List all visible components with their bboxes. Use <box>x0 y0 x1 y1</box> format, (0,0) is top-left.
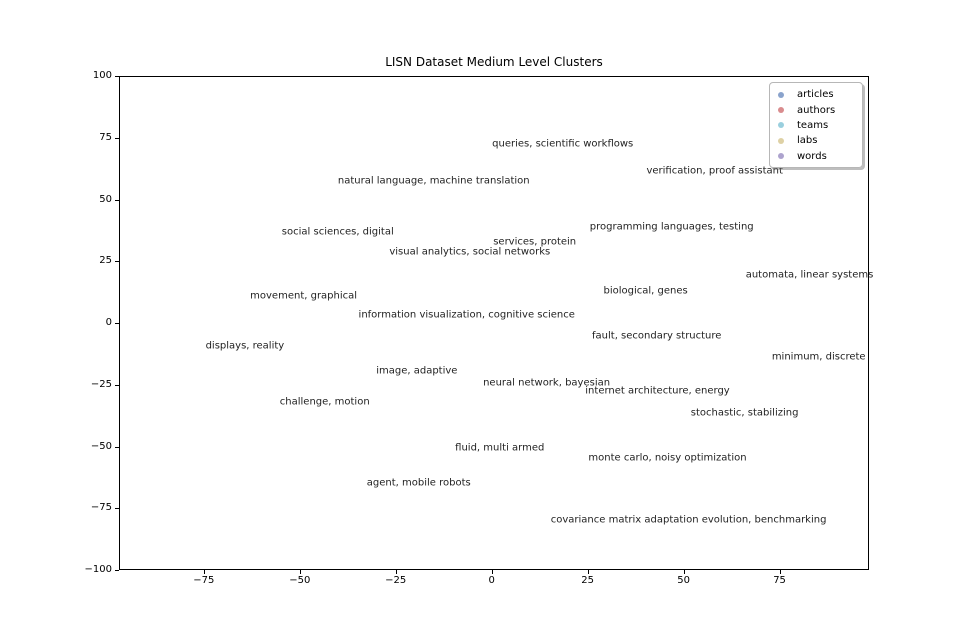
x-axis-tick <box>299 570 301 574</box>
x-tick-label: −25 <box>385 575 407 586</box>
y-axis-tick <box>115 261 119 263</box>
legend-box: articles authors teams labs words <box>769 82 863 168</box>
legend-label: articles <box>797 89 834 101</box>
x-axis-tick <box>491 570 493 574</box>
y-tick-label: −100 <box>84 564 112 575</box>
legend-label: authors <box>797 104 836 116</box>
legend-item-labs: labs <box>770 133 862 148</box>
y-tick-label: 75 <box>99 131 112 143</box>
y-axis-tick <box>115 199 119 201</box>
x-axis-tick <box>395 570 397 574</box>
y-axis-tick <box>115 323 119 324</box>
x-axis-tick <box>683 570 685 574</box>
y-tick-label: 0 <box>105 317 112 328</box>
y-tick-label: −50 <box>90 440 112 452</box>
legend-label: teams <box>797 119 829 131</box>
y-tick-label: −25 <box>90 378 112 390</box>
plot-frame <box>119 76 869 570</box>
y-tick-label: 25 <box>99 255 112 267</box>
chart-title: LISN Dataset Medium Level Clusters <box>385 55 603 69</box>
x-axis-tick <box>587 570 589 574</box>
y-axis-tick <box>115 446 119 448</box>
y-axis-tick <box>115 384 119 386</box>
legend-item-teams: teams <box>770 118 862 133</box>
legend-item-words: words <box>770 149 862 164</box>
legend-item-articles: articles <box>770 87 862 102</box>
x-tick-label: 0 <box>488 575 495 586</box>
x-tick-label: 50 <box>677 575 690 586</box>
x-tick-label: 75 <box>773 575 786 586</box>
labs-marker-icon <box>778 137 784 144</box>
y-tick-label: −75 <box>90 502 112 514</box>
legend-item-authors: authors <box>770 102 862 117</box>
x-axis-tick <box>203 570 205 574</box>
y-axis-tick <box>115 137 119 139</box>
x-tick-label: −50 <box>289 575 311 586</box>
legend-label: labs <box>797 135 818 147</box>
x-axis-tick <box>779 570 781 574</box>
y-tick-label: 100 <box>92 70 112 81</box>
teams-marker-icon <box>778 122 784 129</box>
y-axis-tick <box>115 570 119 571</box>
words-marker-icon <box>778 153 784 160</box>
y-tick-label: 50 <box>99 193 112 205</box>
authors-marker-icon <box>778 107 784 114</box>
x-tick-label: −75 <box>193 575 215 586</box>
legend-label: words <box>797 150 827 162</box>
y-axis-tick <box>115 508 119 510</box>
articles-marker-icon <box>778 91 784 98</box>
x-tick-label: 25 <box>581 575 594 586</box>
y-axis-tick <box>115 76 119 77</box>
